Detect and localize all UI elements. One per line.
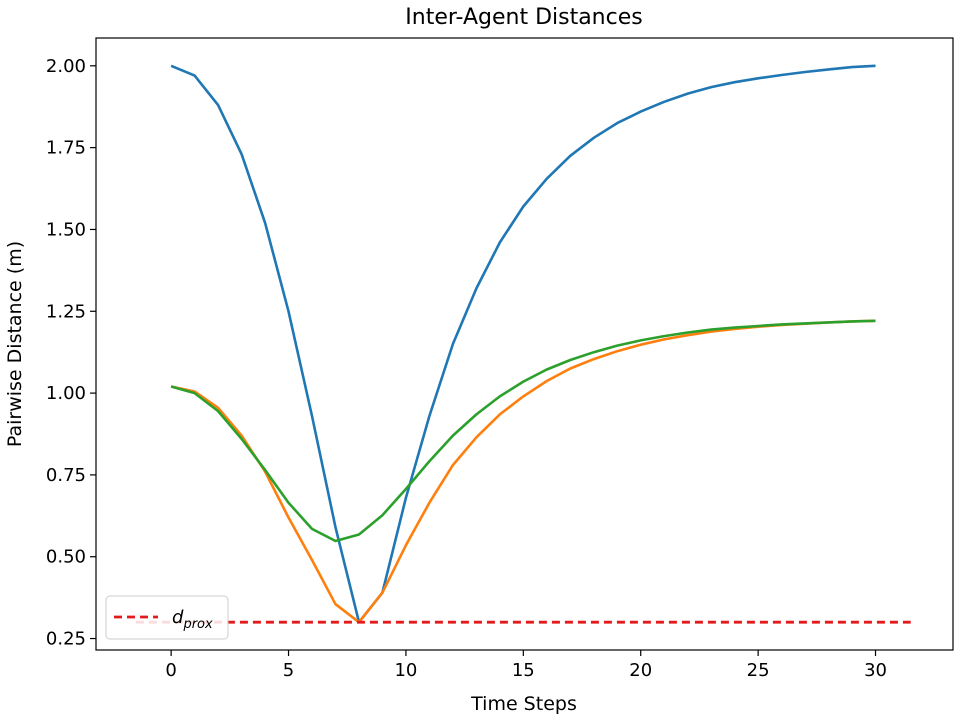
x-tick-label: 0 <box>165 660 176 681</box>
series-line-1 <box>170 64 876 624</box>
y-tick-label: 0.50 <box>46 547 86 568</box>
plot-area <box>95 37 954 651</box>
x-tick-label: 30 <box>864 660 887 681</box>
x-tick-label: 5 <box>283 660 294 681</box>
x-tick-label: 20 <box>629 660 652 681</box>
legend-label-subscript: prox <box>182 617 213 632</box>
y-tick-label: 0.75 <box>46 465 86 486</box>
x-axis: 0 5 10 15 20 25 30 <box>165 650 887 681</box>
y-axis: 0.25 0.50 0.75 1.00 1.25 1.50 1.75 2.00 <box>46 56 96 650</box>
plot-frame <box>95 37 954 651</box>
x-axis-label: Time Steps <box>470 693 577 715</box>
y-tick-label: 1.75 <box>46 138 86 159</box>
x-tick-label: 10 <box>394 660 417 681</box>
y-tick-label: 0.25 <box>46 629 86 650</box>
series-line-3 <box>170 319 876 543</box>
y-tick-label: 2.00 <box>46 56 86 77</box>
legend: dprox <box>105 595 229 640</box>
y-axis-label: Pairwise Distance (m) <box>4 241 26 447</box>
x-tick-label: 25 <box>747 660 770 681</box>
series-layer <box>135 64 911 624</box>
y-tick-label: 1.50 <box>46 219 86 240</box>
legend-box <box>105 595 229 640</box>
y-tick-label: 1.00 <box>46 383 86 404</box>
y-tick-label: 1.25 <box>46 301 86 322</box>
x-tick-label: 15 <box>512 660 535 681</box>
legend-threshold-label: dprox <box>172 607 213 632</box>
chart-title: Inter-Agent Distances <box>405 5 642 30</box>
legend-label-base: d <box>172 607 184 628</box>
